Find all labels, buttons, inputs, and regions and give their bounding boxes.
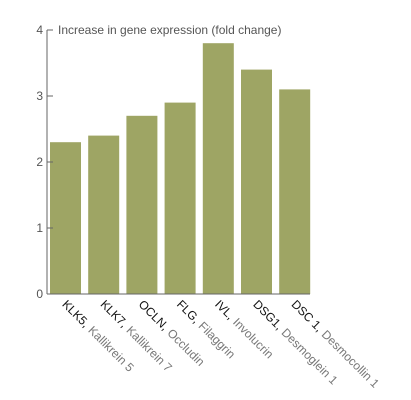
x-tick-label-code: DSC 1, (289, 297, 326, 334)
y-ticks-group: 0 1 2 3 4 (36, 23, 53, 301)
bar (279, 89, 311, 295)
bar (50, 142, 81, 294)
x-tick-label-code: IVL, (212, 297, 237, 322)
x-tick-label: KLK5,Kallikrein 5 (59, 297, 137, 375)
x-tick-label-code: KLK7, (98, 297, 131, 330)
bar (88, 135, 120, 294)
y-axis-label: Increase in gene expression (fold change… (58, 23, 281, 37)
bars-group (50, 43, 311, 295)
x-tick-label-code: OCLN, (136, 297, 172, 333)
bar (164, 102, 196, 294)
bar (241, 69, 272, 294)
bar (202, 43, 234, 295)
y-tick-label: 0 (36, 287, 43, 301)
y-tick-label: 3 (36, 89, 43, 103)
x-tick-label: OCLN,Occludin (136, 297, 208, 369)
bar (126, 115, 158, 294)
x-tick-label-code: DSG1, (250, 297, 285, 332)
y-tick-label: 2 (36, 155, 43, 169)
y-tick-label: 4 (36, 23, 43, 37)
y-tick-label: 1 (36, 221, 43, 235)
x-tick-label-code: FLG, (174, 297, 203, 326)
x-tick-label-code: KLK5, (59, 297, 92, 330)
